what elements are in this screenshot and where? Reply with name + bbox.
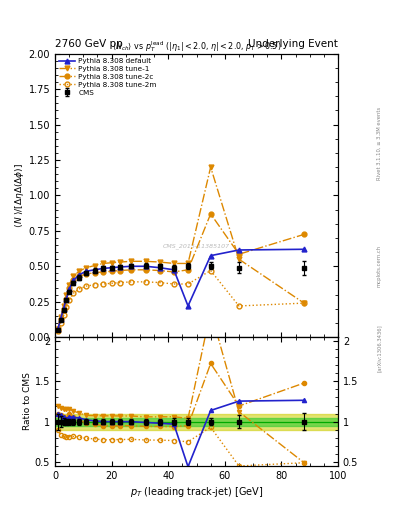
Pythia 8.308 default <box>58 315 63 322</box>
Pythia 8.308 tune-2m <box>109 280 114 286</box>
Pythia 8.308 default <box>185 303 190 309</box>
Line: Pythia 8.308 default: Pythia 8.308 default <box>55 247 307 332</box>
Bar <box>55 414 338 430</box>
Pythia 8.308 tune-2m <box>55 328 60 334</box>
Pythia 8.308 tune-2c <box>208 211 213 217</box>
Pythia 8.308 default <box>302 246 307 252</box>
Pythia 8.308 tune-2m <box>157 280 162 286</box>
Pythia 8.308 default <box>84 268 88 274</box>
Pythia 8.308 tune-2m <box>101 281 105 287</box>
Pythia 8.308 default <box>143 263 148 269</box>
Pythia 8.308 tune-1 <box>84 265 88 271</box>
Text: 2760 GeV pp: 2760 GeV pp <box>55 38 123 49</box>
Pythia 8.308 tune-2m <box>185 281 190 287</box>
Pythia 8.308 tune-2c <box>55 326 60 332</box>
Pythia 8.308 tune-1 <box>129 258 134 264</box>
Pythia 8.308 default <box>71 278 76 284</box>
Pythia 8.308 tune-2m <box>84 283 88 289</box>
Line: Pythia 8.308 tune-1: Pythia 8.308 tune-1 <box>55 165 307 331</box>
Pythia 8.308 tune-2c <box>157 267 162 273</box>
Pythia 8.308 tune-1 <box>64 291 69 297</box>
Pythia 8.308 tune-2c <box>84 271 88 277</box>
Pythia 8.308 tune-2c <box>64 296 69 302</box>
Text: CMS_2015-11385107: CMS_2015-11385107 <box>163 244 230 249</box>
Bar <box>55 418 338 425</box>
Text: Rivet 3.1.10, ≥ 3.3M events: Rivet 3.1.10, ≥ 3.3M events <box>377 106 382 180</box>
Pythia 8.308 tune-2m <box>71 290 76 296</box>
Pythia 8.308 tune-1 <box>302 300 307 306</box>
Pythia 8.308 tune-2c <box>61 306 66 312</box>
Pythia 8.308 default <box>55 326 60 332</box>
Pythia 8.308 default <box>109 265 114 271</box>
Pythia 8.308 tune-2c <box>71 278 76 284</box>
Line: Pythia 8.308 tune-2m: Pythia 8.308 tune-2m <box>55 268 307 333</box>
Pythia 8.308 tune-1 <box>61 303 66 309</box>
Pythia 8.308 tune-2c <box>77 273 81 279</box>
Pythia 8.308 default <box>92 267 97 273</box>
Pythia 8.308 default <box>77 272 81 278</box>
Pythia 8.308 tune-1 <box>237 256 241 262</box>
Pythia 8.308 tune-1 <box>58 314 63 321</box>
Pythia 8.308 tune-2c <box>302 231 307 238</box>
Pythia 8.308 tune-2m <box>208 267 213 273</box>
Pythia 8.308 tune-2c <box>67 285 72 291</box>
Pythia 8.308 default <box>208 252 213 259</box>
Pythia 8.308 tune-2c <box>143 267 148 273</box>
Pythia 8.308 default <box>157 265 162 271</box>
Pythia 8.308 tune-1 <box>55 326 60 332</box>
Pythia 8.308 tune-2c <box>58 315 63 322</box>
Pythia 8.308 tune-1 <box>77 268 81 274</box>
Pythia 8.308 tune-2m <box>58 320 63 326</box>
Pythia 8.308 tune-1 <box>67 282 72 288</box>
Pythia 8.308 tune-2m <box>237 303 241 309</box>
Line: Pythia 8.308 tune-2c: Pythia 8.308 tune-2c <box>55 211 307 332</box>
Pythia 8.308 tune-1 <box>208 164 213 170</box>
Pythia 8.308 default <box>237 247 241 253</box>
Pythia 8.308 default <box>101 265 105 271</box>
Pythia 8.308 tune-2c <box>109 268 114 274</box>
Text: Underlying Event: Underlying Event <box>248 38 338 49</box>
Pythia 8.308 tune-1 <box>109 260 114 266</box>
Pythia 8.308 tune-2c <box>185 267 190 273</box>
Pythia 8.308 default <box>118 264 123 270</box>
Pythia 8.308 tune-2m <box>129 279 134 285</box>
Pythia 8.308 tune-2m <box>61 312 66 318</box>
Pythia 8.308 tune-2m <box>64 304 69 310</box>
Pythia 8.308 tune-2c <box>92 270 97 276</box>
Pythia 8.308 tune-2c <box>129 267 134 273</box>
Title: $\langle N_{ch}\rangle$ vs $p_T^{\rm lead}$ ($|\eta_1|$$<$2.0, $\eta$$|$$<$2.0, : $\langle N_{ch}\rangle$ vs $p_T^{\rm lea… <box>112 39 281 54</box>
X-axis label: $p_T$ (leading track-jet) [GeV]: $p_T$ (leading track-jet) [GeV] <box>130 485 263 499</box>
Pythia 8.308 tune-1 <box>157 259 162 265</box>
Legend: Pythia 8.308 default, Pythia 8.308 tune-1, Pythia 8.308 tune-2c, Pythia 8.308 tu: Pythia 8.308 default, Pythia 8.308 tune-… <box>58 57 158 97</box>
Pythia 8.308 tune-1 <box>101 261 105 267</box>
Text: mcplots.cern.ch: mcplots.cern.ch <box>377 245 382 287</box>
Y-axis label: Ratio to CMS: Ratio to CMS <box>23 373 32 431</box>
Pythia 8.308 tune-1 <box>171 261 176 267</box>
Pythia 8.308 tune-1 <box>92 263 97 269</box>
Pythia 8.308 tune-1 <box>143 258 148 264</box>
Pythia 8.308 tune-2c <box>101 269 105 275</box>
Pythia 8.308 tune-2m <box>171 281 176 287</box>
Pythia 8.308 default <box>171 267 176 273</box>
Pythia 8.308 default <box>61 306 66 312</box>
Pythia 8.308 tune-2c <box>118 267 123 273</box>
Y-axis label: $\langle\,N\,\rangle/[\Delta\eta\Delta(\Delta\phi)]$: $\langle\,N\,\rangle/[\Delta\eta\Delta(\… <box>13 163 26 228</box>
Pythia 8.308 tune-1 <box>118 259 123 265</box>
Pythia 8.308 tune-2m <box>143 279 148 285</box>
Pythia 8.308 default <box>64 296 69 302</box>
Pythia 8.308 tune-2m <box>67 297 72 303</box>
Pythia 8.308 tune-2m <box>118 280 123 286</box>
Pythia 8.308 tune-2m <box>77 286 81 292</box>
Pythia 8.308 tune-2c <box>171 269 176 275</box>
Pythia 8.308 tune-2m <box>302 300 307 306</box>
Pythia 8.308 tune-1 <box>185 261 190 267</box>
Pythia 8.308 tune-2c <box>237 251 241 258</box>
Text: [arXiv:1306.3436]: [arXiv:1306.3436] <box>377 324 382 372</box>
Pythia 8.308 default <box>67 286 72 292</box>
Pythia 8.308 default <box>129 263 134 269</box>
Pythia 8.308 tune-1 <box>71 273 76 279</box>
Pythia 8.308 tune-2m <box>92 282 97 288</box>
